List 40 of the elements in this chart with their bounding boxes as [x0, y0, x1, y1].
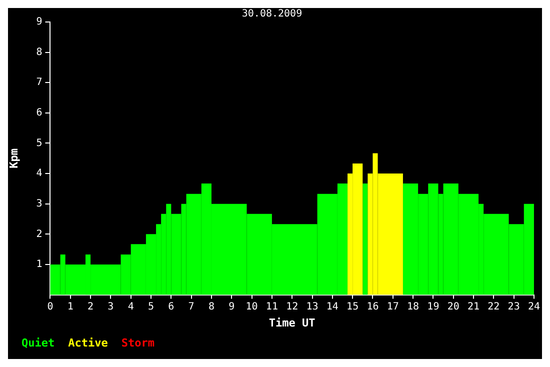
text: Quiet: [22, 336, 55, 350]
x-axis-title: Time UT: [268, 316, 316, 330]
x-tick-label: 2: [88, 301, 94, 312]
x-tick-label: 17: [386, 301, 399, 312]
y-tick-label: 7: [36, 77, 42, 88]
x-tick-label: 0: [47, 301, 54, 312]
y-tick-label: 9: [36, 16, 42, 28]
x-tick-label: 11: [266, 301, 278, 312]
x-tick-label: 24: [528, 301, 540, 312]
y-tick-label: 2: [36, 228, 42, 240]
x-tick-label: 18: [407, 301, 420, 312]
x-tick-label: 13: [306, 301, 318, 312]
x-tick-label: 16: [366, 301, 379, 312]
y-axis-title: Kpm: [7, 148, 20, 168]
x-tick-label: 22: [488, 301, 500, 312]
x-tick-label: 8: [208, 301, 214, 312]
y-tick-label: 6: [36, 108, 42, 119]
y-tick-label: 5: [36, 138, 42, 149]
text: Storm: [121, 336, 155, 350]
x-tick-label: 10: [246, 301, 258, 312]
x-tick-label: 19: [427, 301, 440, 312]
x-tick-label: 6: [168, 301, 174, 312]
x-tick-label: 7: [188, 301, 194, 312]
x-tick-label: 23: [508, 301, 520, 312]
x-tick-label: 3: [108, 301, 114, 312]
x-tick-label: 21: [467, 301, 480, 312]
y-tick-label: 3: [36, 198, 42, 210]
y-tick-label: 8: [36, 46, 42, 58]
x-tick-label: 9: [228, 301, 235, 312]
y-tick-label: 4: [36, 168, 42, 180]
x-tick-label: 12: [286, 301, 298, 312]
chart-title: 30.08.2009: [242, 8, 302, 20]
x-tick-label: 5: [148, 301, 154, 312]
x-tick-label: 15: [346, 301, 359, 312]
x-tick-label: 1: [67, 301, 74, 312]
x-tick-label: 4: [128, 301, 134, 312]
x-tick-label: 14: [326, 301, 338, 312]
text: Active: [68, 336, 108, 350]
x-tick-label: 20: [447, 301, 460, 312]
y-tick-label: 1: [36, 259, 42, 270]
